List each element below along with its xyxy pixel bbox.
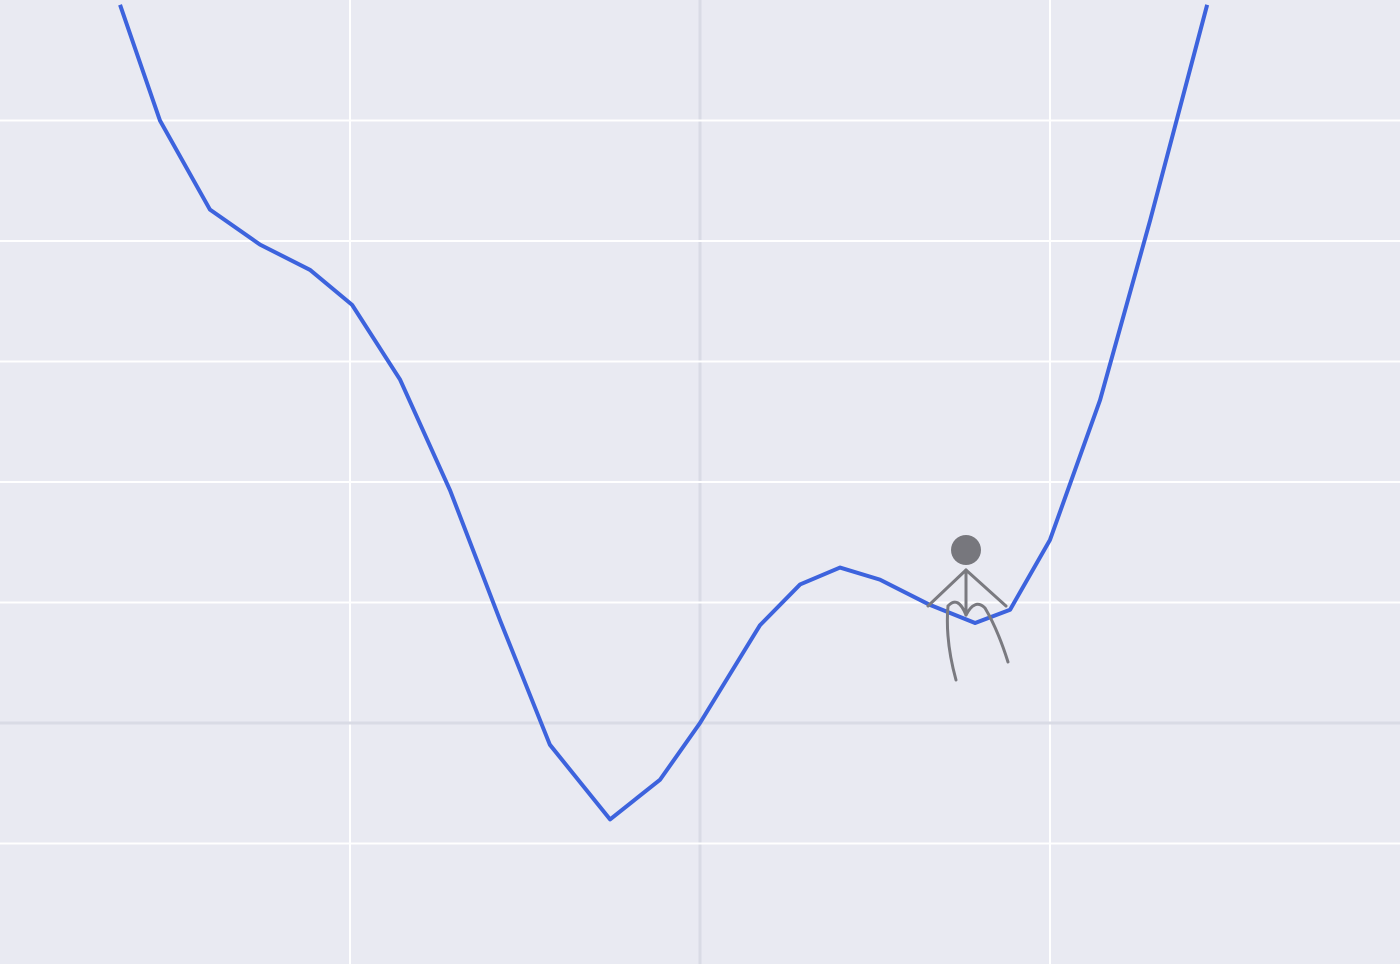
marks — [118, 4, 1210, 822]
data-line — [118, 4, 1210, 822]
figure-arm — [964, 568, 1008, 608]
figure-leg — [945, 600, 968, 682]
figure-head — [951, 535, 981, 565]
stick-figure — [926, 535, 1010, 682]
figure-arm — [926, 568, 968, 608]
figure-leg — [964, 602, 1010, 664]
